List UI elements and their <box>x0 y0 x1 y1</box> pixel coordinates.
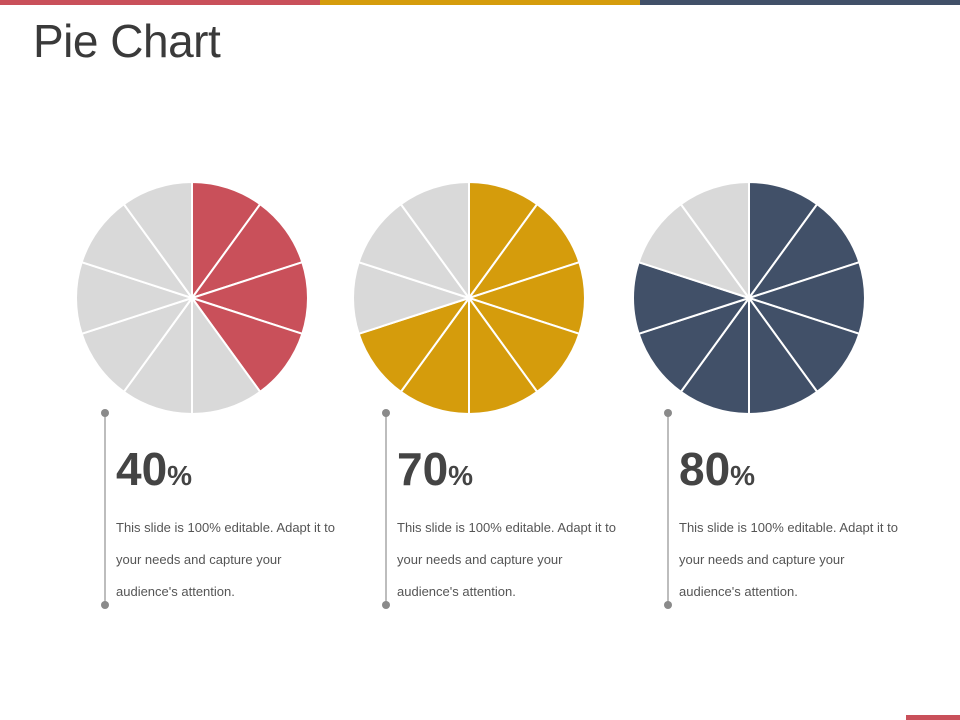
pie-2-segment-7-filled <box>357 297 470 393</box>
pie-2-segment-10-empty <box>399 181 470 299</box>
item-1-description: This slide is 100% editable. Adapt it to… <box>116 520 335 599</box>
item-2-top-dot <box>382 409 390 417</box>
item-2-percentage-unit: % <box>448 460 474 491</box>
pie-3-segment-1-filled <box>748 181 819 299</box>
item-2-description: This slide is 100% editable. Adapt it to… <box>397 520 616 599</box>
pie-2-segment-6-filled <box>399 297 470 415</box>
pie-chart-2 <box>352 181 586 415</box>
item-3-percentage-unit: % <box>730 460 756 491</box>
pie-1-segment-8-empty <box>75 261 193 335</box>
slide-title: Pie Chart <box>33 15 221 67</box>
item-1-percentage-unit: % <box>167 460 193 491</box>
pie-3-segment-8-filled <box>632 261 750 335</box>
pie-1-segment-5-empty <box>191 297 262 415</box>
item-3-percentage: 80% <box>679 442 755 496</box>
pie-1-segment-1-filled <box>191 181 262 299</box>
item-2-timeline-line <box>385 413 387 605</box>
pie-1-segment-7-empty <box>80 297 193 393</box>
pie-1-segment-2-filled <box>191 203 304 299</box>
pie-3-segment-9-empty <box>637 203 750 299</box>
pie-2-segment-9-empty <box>357 203 470 299</box>
pie-2-segment-1-filled <box>468 181 539 299</box>
item-1-bottom-dot <box>101 601 109 609</box>
pie-3-segment-2-filled <box>748 203 861 299</box>
pie-1-segment-4-filled <box>191 297 304 393</box>
item-2-bottom-dot <box>382 601 390 609</box>
pie-3-segment-7-filled <box>637 297 750 393</box>
pie-1-segment-9-empty <box>80 203 193 299</box>
item-1-percentage: 40% <box>116 442 192 496</box>
pie-chart-1 <box>75 181 309 415</box>
item-1-top-dot <box>101 409 109 417</box>
item-3-bottom-dot <box>664 601 672 609</box>
pie-3-segment-5-filled <box>748 297 819 415</box>
item-3-percentage-value: 80 <box>679 443 731 495</box>
corner-accent <box>906 715 960 720</box>
pie-2-segment-5-filled <box>468 297 539 415</box>
pie-1-segment-10-empty <box>122 181 193 299</box>
pie-2-segment-3-filled <box>468 261 586 335</box>
item-1-percentage-value: 40 <box>116 443 168 495</box>
item-3-timeline-line <box>667 413 669 605</box>
item-3-description: This slide is 100% editable. Adapt it to… <box>679 520 898 599</box>
item-1-timeline-line <box>104 413 106 605</box>
top-bar-red <box>0 0 320 5</box>
top-bar-gold <box>320 0 640 5</box>
pie-3-segment-3-filled <box>748 261 866 335</box>
item-2-percentage-value: 70 <box>397 443 449 495</box>
pie-1-segment-3-filled <box>191 261 309 335</box>
item-2-percentage: 70% <box>397 442 473 496</box>
pie-3-segment-10-empty <box>679 181 750 299</box>
pie-2-segment-2-filled <box>468 203 581 299</box>
pie-1-segment-6-empty <box>122 297 193 415</box>
pie-3-segment-6-filled <box>679 297 750 415</box>
pie-3-segment-4-filled <box>748 297 861 393</box>
pie-chart-3 <box>632 181 866 415</box>
pie-2-segment-8-empty <box>352 261 470 335</box>
top-bar-navy <box>640 0 960 5</box>
item-3-top-dot <box>664 409 672 417</box>
pie-2-segment-4-filled <box>468 297 581 393</box>
